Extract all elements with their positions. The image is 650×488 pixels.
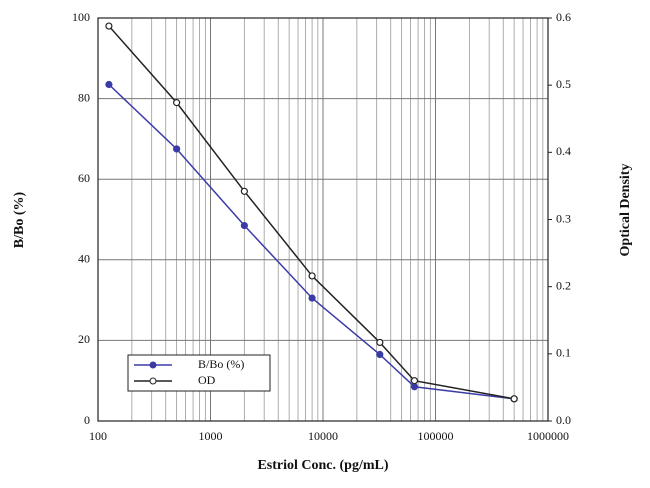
data-point <box>173 145 181 153</box>
data-point <box>376 338 384 347</box>
x-tick-label: 100 <box>89 429 107 443</box>
y2-axis-title: Optical Density <box>618 164 633 257</box>
data-point <box>105 22 113 30</box>
x-axis-title: Estriol Conc. (pg/mL) <box>257 458 388 473</box>
legend-marker <box>149 377 157 385</box>
data-point <box>240 221 248 230</box>
y2-tick-label: 0.0 <box>556 413 571 427</box>
legend-label: B/Bo (%) <box>198 357 244 371</box>
y-tick-label: 0 <box>84 413 90 427</box>
y2-tick-label: 0.6 <box>556 10 571 24</box>
data-point <box>510 395 518 403</box>
x-tick-label: 1000 <box>199 429 223 443</box>
series-line <box>108 25 515 400</box>
y-tick-label: 20 <box>78 332 90 346</box>
data-point <box>308 272 316 280</box>
y-tick-label: 80 <box>78 90 90 104</box>
y2-tick-label: 0.5 <box>556 77 571 91</box>
x-tick-label: 100000 <box>418 429 454 443</box>
data-point <box>105 80 113 89</box>
data-point <box>173 99 181 107</box>
y2-tick-label: 0.2 <box>556 278 571 292</box>
data-point <box>376 350 384 359</box>
data-point <box>410 377 419 385</box>
x-tick-label: 10000 <box>308 429 338 443</box>
y-tick-label: 100 <box>72 10 90 24</box>
y2-tick-label: 0.1 <box>556 346 571 360</box>
legend-box <box>127 354 271 392</box>
y2-tick-label: 0.3 <box>556 211 571 225</box>
data-point <box>240 187 248 195</box>
plot-frame <box>97 17 549 422</box>
series-line <box>108 83 515 400</box>
x-tick-label: 1000000 <box>527 429 569 443</box>
data-point <box>410 383 419 391</box>
y2-tick-label: 0.4 <box>556 144 571 158</box>
legend-label: OD <box>198 373 216 387</box>
y-tick-label: 60 <box>78 171 90 185</box>
y-tick-label: 40 <box>78 252 90 266</box>
legend-marker <box>149 361 157 369</box>
y-axis-title: B/Bo (%) <box>12 191 27 248</box>
data-point <box>308 294 316 302</box>
